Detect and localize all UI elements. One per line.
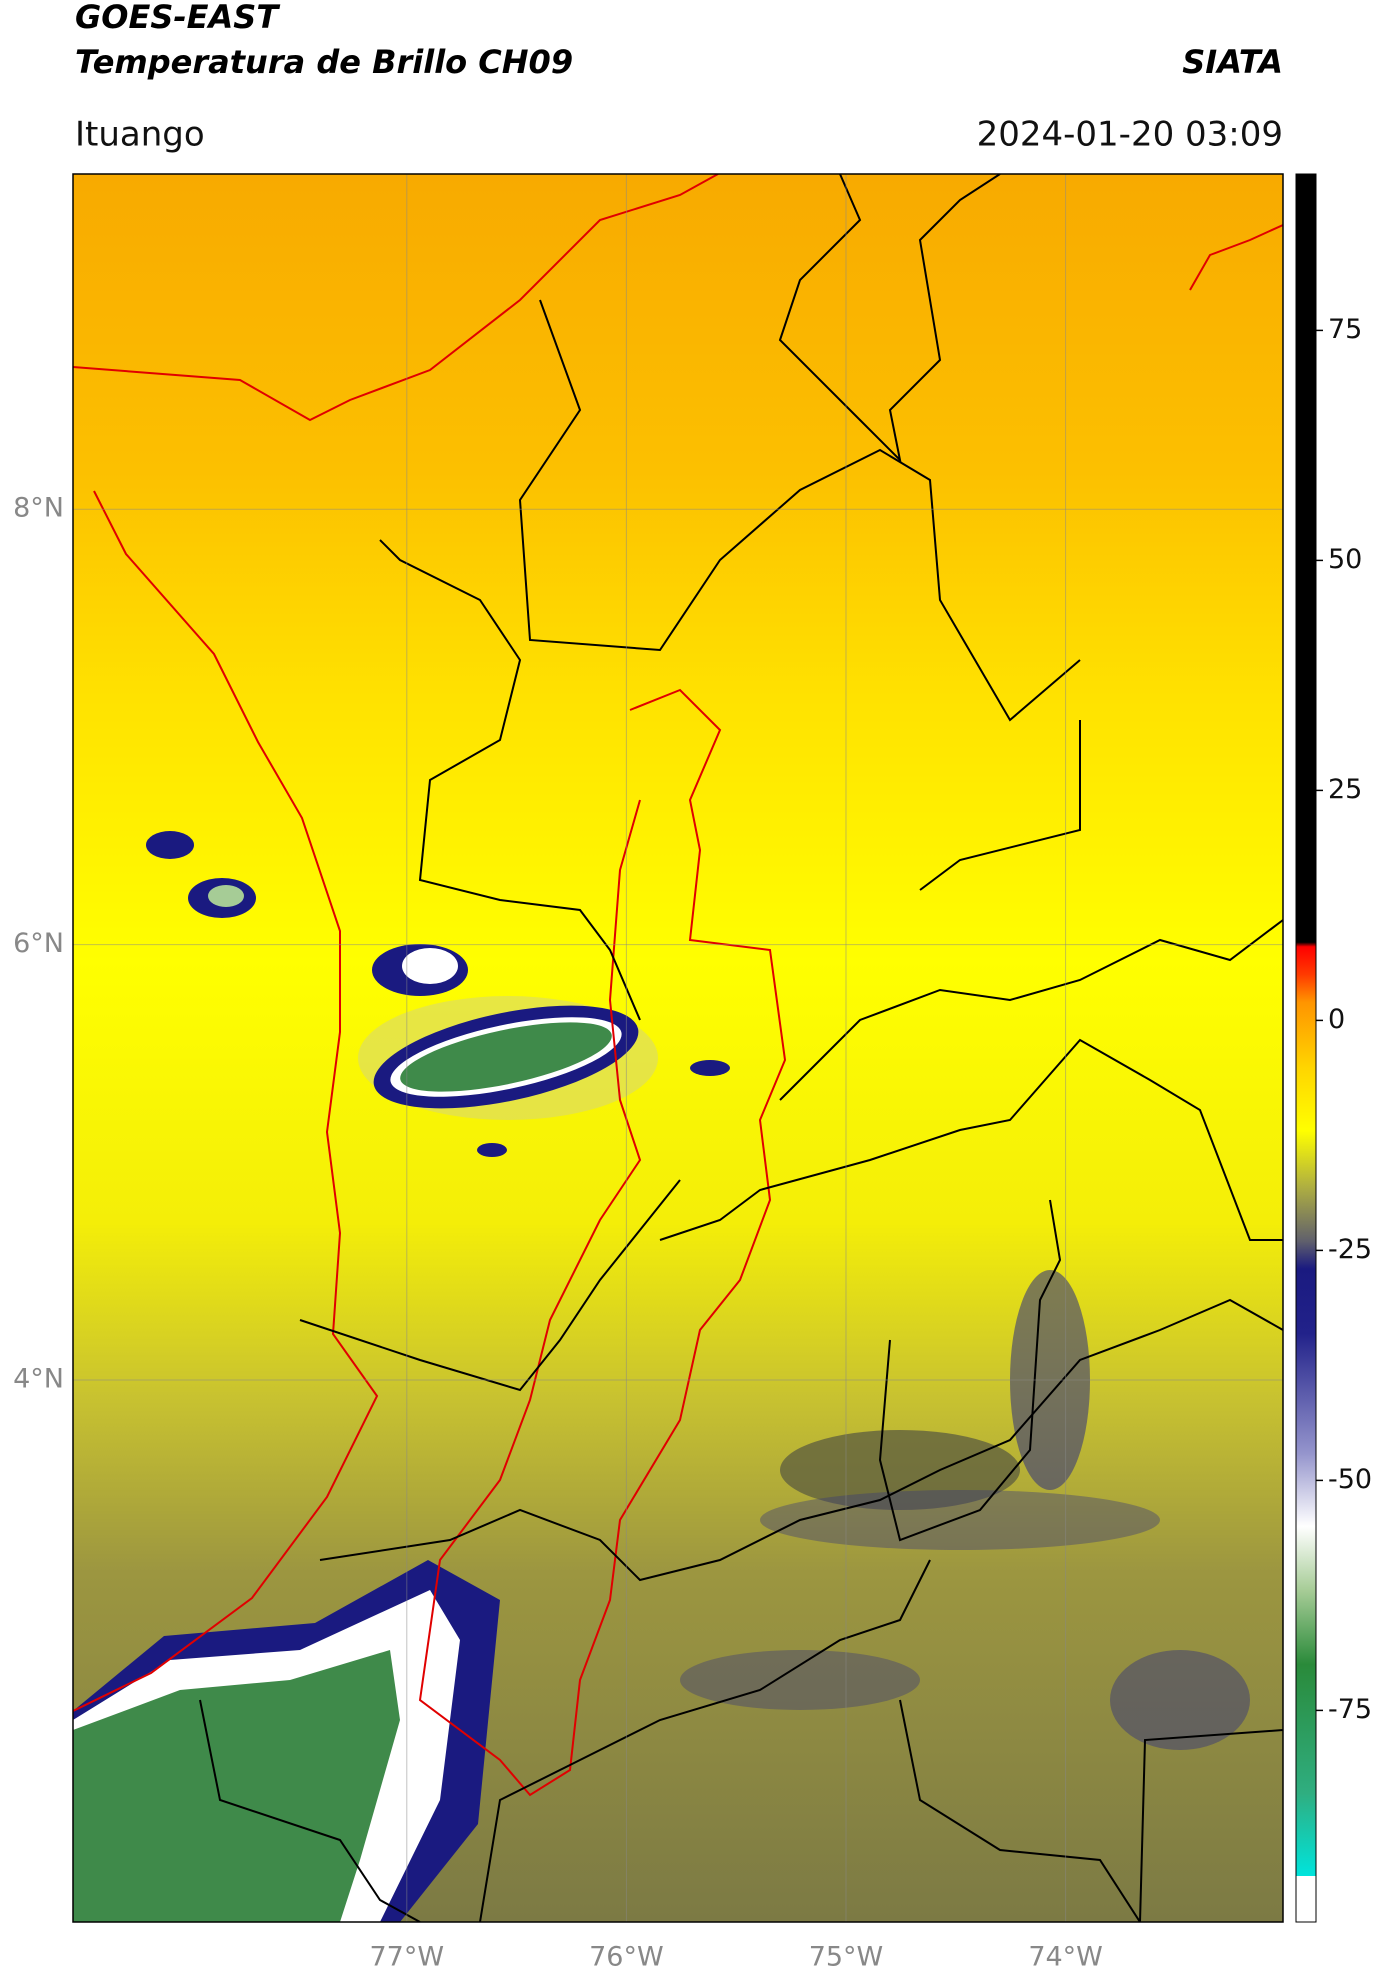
x-tick-label: 76°W: [589, 1942, 664, 1973]
map: [73, 174, 1283, 1922]
borders: [73, 174, 1283, 1922]
y-tick-label: 4°N: [13, 1363, 64, 1394]
location: Ituango: [75, 115, 205, 155]
timestamp: 2024-01-20 03:09: [977, 115, 1283, 155]
colorbar-scale: [1295, 173, 1317, 1923]
y-tick-label: 8°N: [13, 493, 64, 524]
colorbar-tick-label: -75: [1328, 1694, 1372, 1725]
colorbar-tick-label: 25: [1328, 774, 1362, 805]
colorbar: 75 50 25 0 -25 -50 -75: [1295, 173, 1372, 1923]
colorbar-tick-label: -25: [1328, 1234, 1372, 1265]
x-tick-label: 75°W: [809, 1942, 884, 1973]
colorbar-tick-label: 0: [1328, 1004, 1345, 1035]
title: GOES-EAST: [75, 0, 280, 36]
colorbar-tick-label: 75: [1328, 314, 1362, 345]
colorbar-tick-label: -50: [1328, 1464, 1372, 1495]
map-frame: [72, 173, 1284, 1923]
x-tick-label: 77°W: [370, 1942, 445, 1973]
source: SIATA: [1182, 43, 1283, 81]
y-tick-label: 6°N: [13, 928, 64, 959]
subtitle: Temperatura de Brillo CH09: [75, 43, 573, 81]
grid: 77°W 76°W 75°W 74°W 8°N 6°N 4°N: [13, 174, 1283, 1973]
colorbar-tick-label: 50: [1328, 544, 1362, 575]
x-tick-label: 74°W: [1028, 1942, 1103, 1973]
